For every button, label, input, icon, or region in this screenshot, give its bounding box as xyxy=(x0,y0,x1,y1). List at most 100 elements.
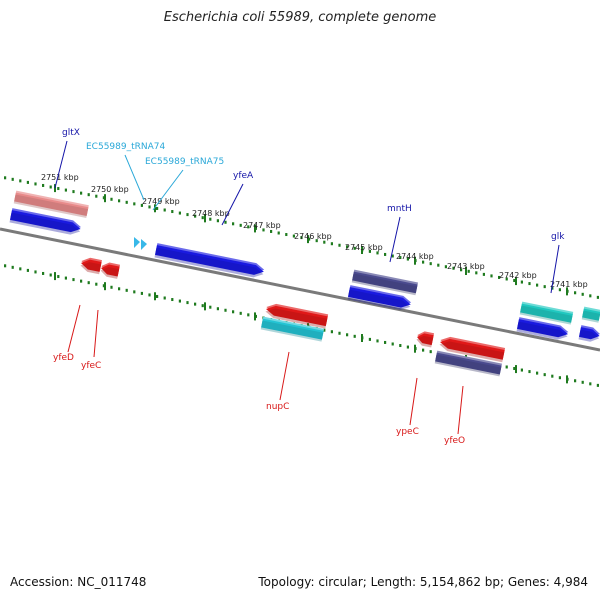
strand-dot xyxy=(19,179,22,183)
gene-yfeA[interactable] xyxy=(154,243,266,279)
strand-dot xyxy=(186,301,189,305)
strand-dot xyxy=(216,219,219,223)
gene-mntH-arrow[interactable] xyxy=(347,285,413,312)
strand-dot xyxy=(292,234,295,238)
gene-label-EC55989_tRNA74[interactable]: EC55989_tRNA74 xyxy=(86,142,165,152)
gene-label-yfeA[interactable]: yfeA xyxy=(233,171,254,181)
leader-line xyxy=(457,385,464,435)
gene-yfeO-body xyxy=(440,338,505,360)
strand-dot xyxy=(589,294,592,298)
strand-dot xyxy=(315,239,318,243)
gene-label-gltX[interactable]: gltX xyxy=(62,128,80,138)
kbp-label: 2747 kbp xyxy=(243,221,281,230)
strand-dot xyxy=(171,298,174,302)
gene-yfeD-body xyxy=(81,259,102,272)
gene-label-glk[interactable]: glk xyxy=(551,232,565,242)
gene-mntH[interactable] xyxy=(351,269,419,296)
kbp-label: 2742 kbp xyxy=(499,271,537,280)
gene-label-yfeO[interactable]: yfeO xyxy=(444,436,465,446)
strand-dot xyxy=(72,278,75,282)
strand-dot xyxy=(353,334,356,338)
strand-dot xyxy=(308,237,311,241)
gene-label-mntH[interactable]: mntH xyxy=(387,204,412,214)
strand-dot xyxy=(437,263,440,267)
strand-dot xyxy=(125,200,128,204)
strand-dot xyxy=(285,233,288,237)
gene-ypeC[interactable] xyxy=(416,330,435,348)
strand-dot xyxy=(118,287,121,291)
strand-dot xyxy=(64,188,67,192)
gene-glk[interactable] xyxy=(519,301,574,325)
strand-dot xyxy=(300,236,303,240)
leader-line xyxy=(279,351,290,401)
gene-ypeC-shade xyxy=(416,335,434,348)
strand-dot xyxy=(110,197,113,201)
strand-dot xyxy=(444,265,447,269)
strand-dot xyxy=(346,245,349,249)
strand-dot xyxy=(133,202,136,206)
gene-glk-body xyxy=(520,303,573,323)
strand-dot xyxy=(543,373,546,377)
trna-feature-75[interactable] xyxy=(141,239,147,250)
strand-dot xyxy=(34,182,37,186)
gene-partial-teal[interactable] xyxy=(581,306,600,323)
gene-yfeC[interactable] xyxy=(100,261,121,279)
gene-yfeD[interactable] xyxy=(80,256,102,275)
kbp-label: 2749 kbp xyxy=(142,197,180,206)
gene-partial-blue-body xyxy=(579,327,600,340)
gene-ypeC-body xyxy=(417,333,434,346)
gene-label-ypeC[interactable]: ypeC xyxy=(396,427,419,437)
gene-nupC-body xyxy=(266,305,328,327)
gene-nupC-shade xyxy=(265,308,328,329)
gene-glk-arrow[interactable] xyxy=(516,317,570,341)
gene-nupC[interactable] xyxy=(265,302,329,329)
strand-dot xyxy=(163,296,166,300)
strand-dot xyxy=(368,337,371,341)
strand-dot xyxy=(581,292,584,296)
gene-yfeO-box[interactable] xyxy=(434,350,502,377)
gene-label-yfeC[interactable]: yfeC xyxy=(81,361,101,371)
gene-glk-shade xyxy=(519,305,573,325)
strand-dot xyxy=(589,382,592,386)
kbp-label: 2741 kbp xyxy=(550,280,588,289)
strand-dot xyxy=(384,252,387,256)
strand-dot xyxy=(399,344,402,348)
gene-gltX-pseudo[interactable] xyxy=(13,190,89,219)
strand-dot xyxy=(49,185,52,189)
gene-features[interactable] xyxy=(9,190,600,377)
gene-yfeO[interactable] xyxy=(439,335,506,363)
strand-dot xyxy=(102,196,105,200)
leader-line xyxy=(152,169,184,211)
strand-dot xyxy=(57,275,60,279)
strand-dot xyxy=(330,330,333,334)
gene-mntH-arrow-shade xyxy=(347,289,411,311)
strand-dot xyxy=(498,275,501,279)
gene-nupC-box[interactable] xyxy=(260,316,325,342)
strand-dot xyxy=(429,350,432,354)
strand-dot xyxy=(19,267,22,271)
strand-dot xyxy=(11,265,14,269)
strand-dot xyxy=(596,295,599,299)
strand-dot xyxy=(26,268,29,272)
strand-dot xyxy=(581,380,584,384)
strand-dot xyxy=(505,365,508,369)
gene-label-EC55989_tRNA75[interactable]: EC55989_tRNA75 xyxy=(145,157,224,167)
gene-partial-blue-shade xyxy=(578,329,600,342)
gene-label-nupC[interactable]: nupC xyxy=(266,402,289,412)
strand-dot xyxy=(133,290,136,294)
trna-feature-74[interactable] xyxy=(134,237,140,248)
strand-dot xyxy=(72,190,75,194)
strand-dot xyxy=(201,304,204,308)
gene-partial-teal-shade xyxy=(581,310,600,323)
gene-gltX[interactable] xyxy=(9,208,82,236)
strand-dot xyxy=(95,194,98,198)
strand-dot xyxy=(520,280,523,284)
strand-dot xyxy=(330,242,333,246)
gene-glk-arrow-shade xyxy=(516,321,568,340)
strand-dot xyxy=(558,288,561,292)
strand-dot xyxy=(118,199,121,203)
gene-label-yfeD[interactable]: yfeD xyxy=(53,353,74,363)
gene-partial-blue[interactable] xyxy=(578,325,600,343)
strand-dot xyxy=(239,223,242,227)
